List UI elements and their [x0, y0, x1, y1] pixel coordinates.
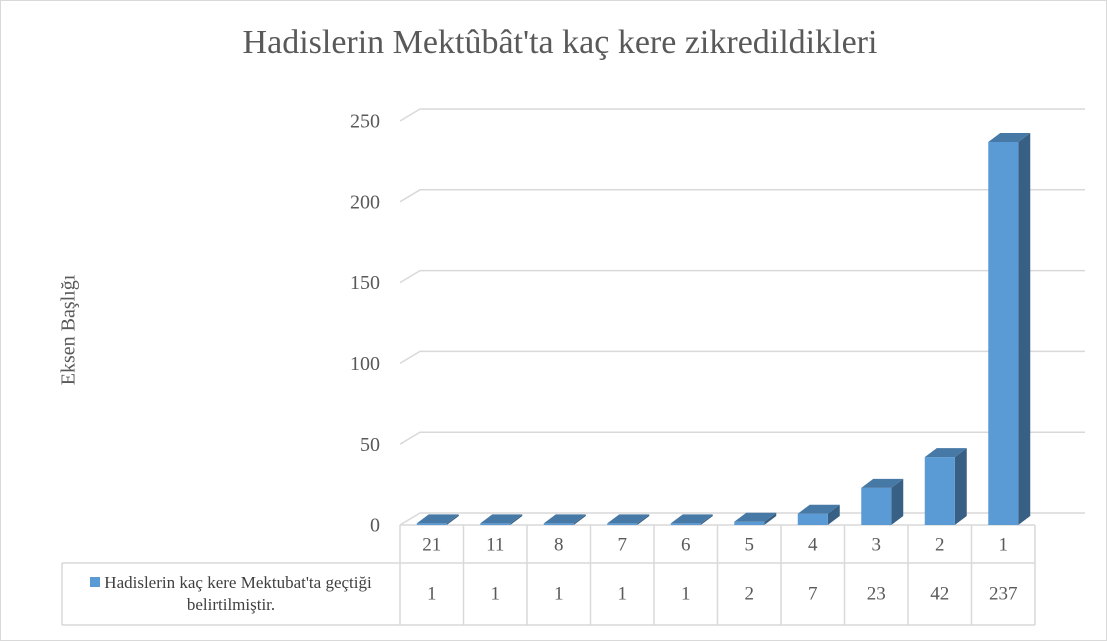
bar-top	[797, 504, 840, 514]
table-value: 1	[491, 583, 501, 604]
bar-side	[510, 514, 523, 525]
bar-top	[480, 514, 523, 524]
bar-side	[573, 514, 586, 525]
x-tick-label: 7	[618, 534, 628, 555]
y-tick-label: 200	[350, 191, 380, 213]
bar-top	[607, 514, 650, 524]
bar	[416, 514, 459, 525]
table-value: 1	[681, 583, 691, 604]
grid-line	[399, 108, 1085, 122]
y-tick-label: 150	[350, 272, 380, 294]
grid-line	[399, 431, 1085, 445]
table-series-label: Hadislerin kaç kere Mektubat'ta geçtiği …	[66, 566, 396, 622]
bar-top	[416, 514, 459, 524]
bar	[861, 478, 904, 525]
bar-side	[1018, 133, 1031, 525]
bar-front	[861, 487, 892, 525]
x-tick-label: 6	[681, 534, 691, 555]
table-value: 1	[427, 583, 437, 604]
bar-side	[954, 448, 967, 525]
bar-side	[827, 504, 840, 525]
bar	[607, 514, 650, 525]
bar-side	[764, 512, 777, 525]
legend-key	[90, 577, 101, 587]
bar	[543, 514, 586, 525]
bar-top	[861, 478, 904, 488]
table-value: 1	[554, 583, 564, 604]
bar-side	[637, 514, 650, 525]
bar-front	[670, 523, 701, 525]
bar-side	[891, 478, 904, 525]
x-tick-label: 11	[486, 534, 504, 555]
y-tick-label: 250	[350, 111, 380, 133]
x-tick-label: 1	[999, 534, 1009, 555]
chart-title: Hadislerin Mektûbât'ta kaç kere zikredil…	[243, 24, 878, 61]
bar-front	[607, 523, 638, 525]
table-value: 7	[808, 583, 818, 604]
bar-side	[446, 514, 459, 525]
x-tick-label: 21	[422, 534, 441, 555]
bar-front	[416, 523, 447, 525]
bar-side	[700, 514, 713, 525]
bar-front	[543, 523, 574, 525]
bar-front	[797, 513, 828, 525]
bar	[480, 514, 523, 525]
table-value: 42	[930, 583, 949, 604]
bar-top	[988, 133, 1031, 143]
grid-line	[399, 269, 1085, 284]
grid-line	[399, 189, 1085, 203]
bar-front	[734, 521, 765, 525]
bar-top	[543, 514, 586, 524]
x-tick-label: 5	[745, 534, 755, 555]
bar	[797, 504, 840, 525]
bar-top	[734, 512, 777, 522]
x-tick-label: 8	[554, 534, 564, 555]
bar	[734, 512, 777, 525]
grid-line	[399, 350, 1085, 365]
bar-top	[924, 448, 967, 458]
table-value: 23	[867, 583, 886, 604]
bar	[924, 448, 967, 525]
bar	[670, 514, 713, 525]
bar-front	[988, 142, 1019, 525]
x-tick-label: 2	[935, 534, 945, 555]
table-value: 2	[745, 583, 755, 604]
y-tick-label: 0	[370, 515, 380, 537]
legend-text: Hadislerin kaç kere Mektubat'ta geçtiği …	[104, 573, 372, 614]
y-tick-label: 50	[360, 434, 380, 456]
y-tick-label: 100	[350, 353, 380, 375]
y-axis-label: Eksen Başlığı	[58, 274, 80, 385]
x-tick-label: 3	[872, 534, 882, 555]
bar	[988, 133, 1031, 525]
table-value: 237	[989, 583, 1018, 604]
bar-front	[480, 523, 511, 525]
bar-front	[924, 457, 955, 525]
table-value: 1	[618, 583, 628, 604]
x-tick-label: 4	[808, 534, 818, 555]
bar-top	[670, 514, 713, 524]
